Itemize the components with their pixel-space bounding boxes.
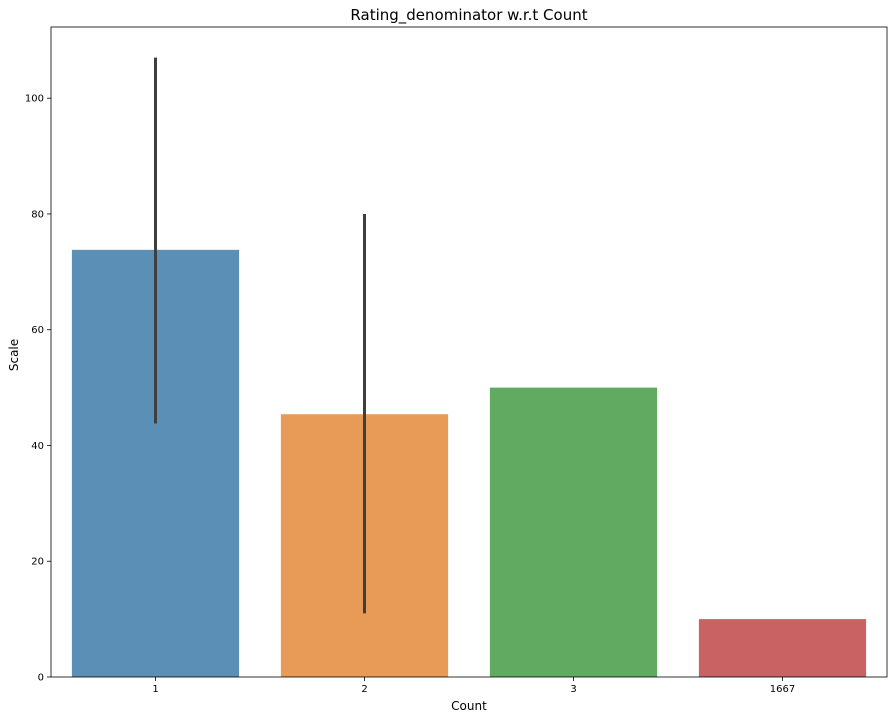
y-axis-label: Scale [7, 339, 21, 371]
bar-1667 [698, 619, 867, 677]
plot-area: 0 20 40 60 80 100 1 2 3 1667 [25, 26, 888, 695]
chart-title: Rating_denominator w.r.t Count [350, 6, 587, 25]
y-tick-label-20: 20 [31, 557, 44, 568]
x-tick-label-1667: 1667 [770, 684, 795, 695]
x-tick-label-2: 2 [361, 684, 367, 695]
x-axis-label: Count [451, 699, 487, 713]
bar-3 [489, 387, 658, 677]
x-tick-label-3: 3 [570, 684, 576, 695]
y-tick-label-0: 0 [38, 673, 44, 684]
y-tick-label-100: 100 [25, 94, 44, 105]
x-tick-label-1: 1 [152, 684, 158, 695]
y-tick-label-80: 80 [31, 209, 44, 220]
y-tick-label-40: 40 [31, 441, 44, 452]
plot-frame [50, 26, 888, 678]
y-tick-label-60: 60 [31, 325, 44, 336]
